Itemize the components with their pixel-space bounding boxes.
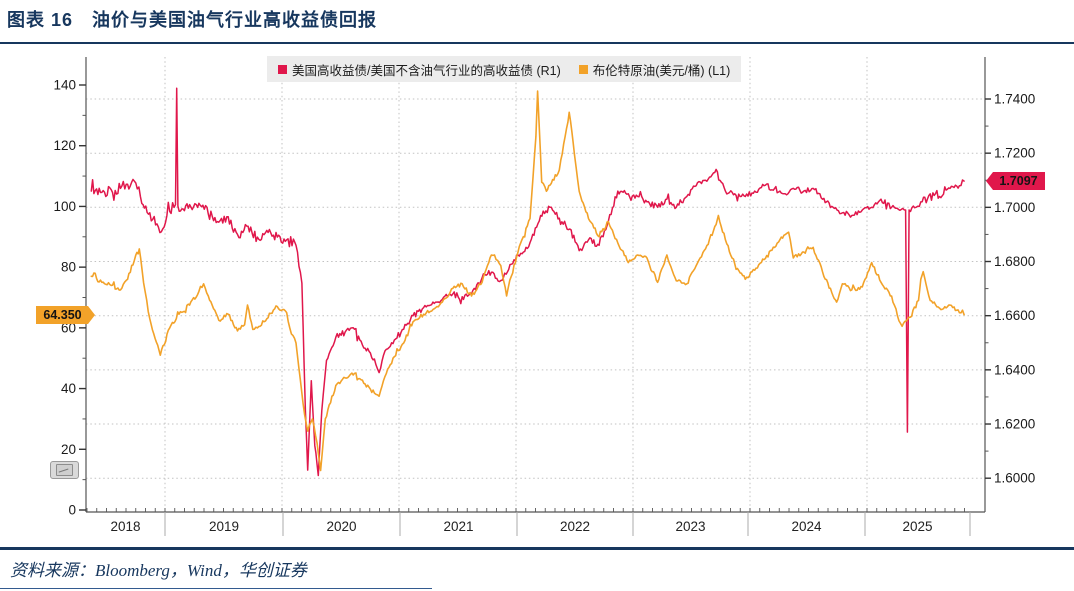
svg-text:40: 40 bbox=[61, 381, 76, 396]
svg-text:2021: 2021 bbox=[443, 519, 473, 534]
svg-text:2024: 2024 bbox=[791, 519, 822, 534]
chart-widget-icon bbox=[56, 464, 73, 476]
svg-text:60: 60 bbox=[61, 320, 76, 335]
legend-swatch-orange-icon bbox=[578, 64, 588, 74]
svg-text:20: 20 bbox=[61, 442, 76, 457]
chart-legend: 美国高收益债/美国不含油气行业的高收益债 (R1) 布伦特原油(美元/桶) (L… bbox=[267, 56, 742, 82]
svg-text:2025: 2025 bbox=[902, 519, 932, 534]
svg-text:100: 100 bbox=[53, 199, 76, 214]
svg-text:0: 0 bbox=[68, 503, 76, 518]
legend-label-hy-ratio: 美国高收益债/美国不含油气行业的高收益债 (R1) bbox=[292, 63, 561, 78]
axes bbox=[85, 57, 986, 513]
legend-label-brent: 布伦特原油(美元/桶) (L1) bbox=[592, 63, 731, 78]
svg-text:1.6800: 1.6800 bbox=[994, 254, 1035, 269]
svg-text:1.6200: 1.6200 bbox=[994, 417, 1035, 432]
title-divider bbox=[0, 42, 1074, 44]
legend-item-brent[interactable]: 布伦特原油(美元/桶) (L1) bbox=[578, 60, 731, 79]
source-underline bbox=[0, 588, 432, 589]
svg-text:2019: 2019 bbox=[209, 519, 239, 534]
svg-text:2022: 2022 bbox=[560, 519, 590, 534]
source-note: 资料来源：Bloomberg，Wind，华创证券 bbox=[10, 561, 307, 580]
svg-text:2018: 2018 bbox=[110, 519, 140, 534]
footer-divider bbox=[0, 547, 1074, 550]
last-value-tag-hy-ratio: 1.7097 bbox=[986, 172, 1045, 190]
svg-text:1.7000: 1.7000 bbox=[994, 200, 1035, 215]
series-line-brent bbox=[90, 90, 965, 472]
svg-text:1.6600: 1.6600 bbox=[994, 308, 1035, 323]
svg-text:140: 140 bbox=[53, 78, 76, 93]
svg-text:1.7200: 1.7200 bbox=[994, 146, 1035, 161]
svg-text:2020: 2020 bbox=[326, 519, 356, 534]
svg-text:120: 120 bbox=[53, 138, 76, 153]
svg-text:1.7400: 1.7400 bbox=[994, 92, 1035, 107]
chart-widget-button[interactable] bbox=[50, 461, 79, 479]
last-value-tag-brent: 64.350 bbox=[36, 306, 95, 324]
axis-ticks-and-labels: 0 20 40 60 80 100 120 140 1.6000 1.6200 1.6400 1.66… bbox=[53, 78, 1035, 536]
legend-swatch-red-icon bbox=[278, 64, 287, 74]
svg-text:1.6400: 1.6400 bbox=[994, 362, 1035, 377]
legend-item-hy-ratio[interactable]: 美国高收益债/美国不含油气行业的高收益债 (R1) bbox=[278, 60, 561, 79]
svg-text:2023: 2023 bbox=[675, 519, 705, 534]
figure-title: 图表 16 油价与美国油气行业高收益债回报 bbox=[7, 10, 378, 30]
svg-text:80: 80 bbox=[61, 260, 76, 275]
svg-text:1.6000: 1.6000 bbox=[994, 471, 1035, 486]
series-line-hy-ratio bbox=[90, 87, 965, 477]
gridlines bbox=[86, 57, 985, 512]
series-lines bbox=[90, 87, 965, 477]
